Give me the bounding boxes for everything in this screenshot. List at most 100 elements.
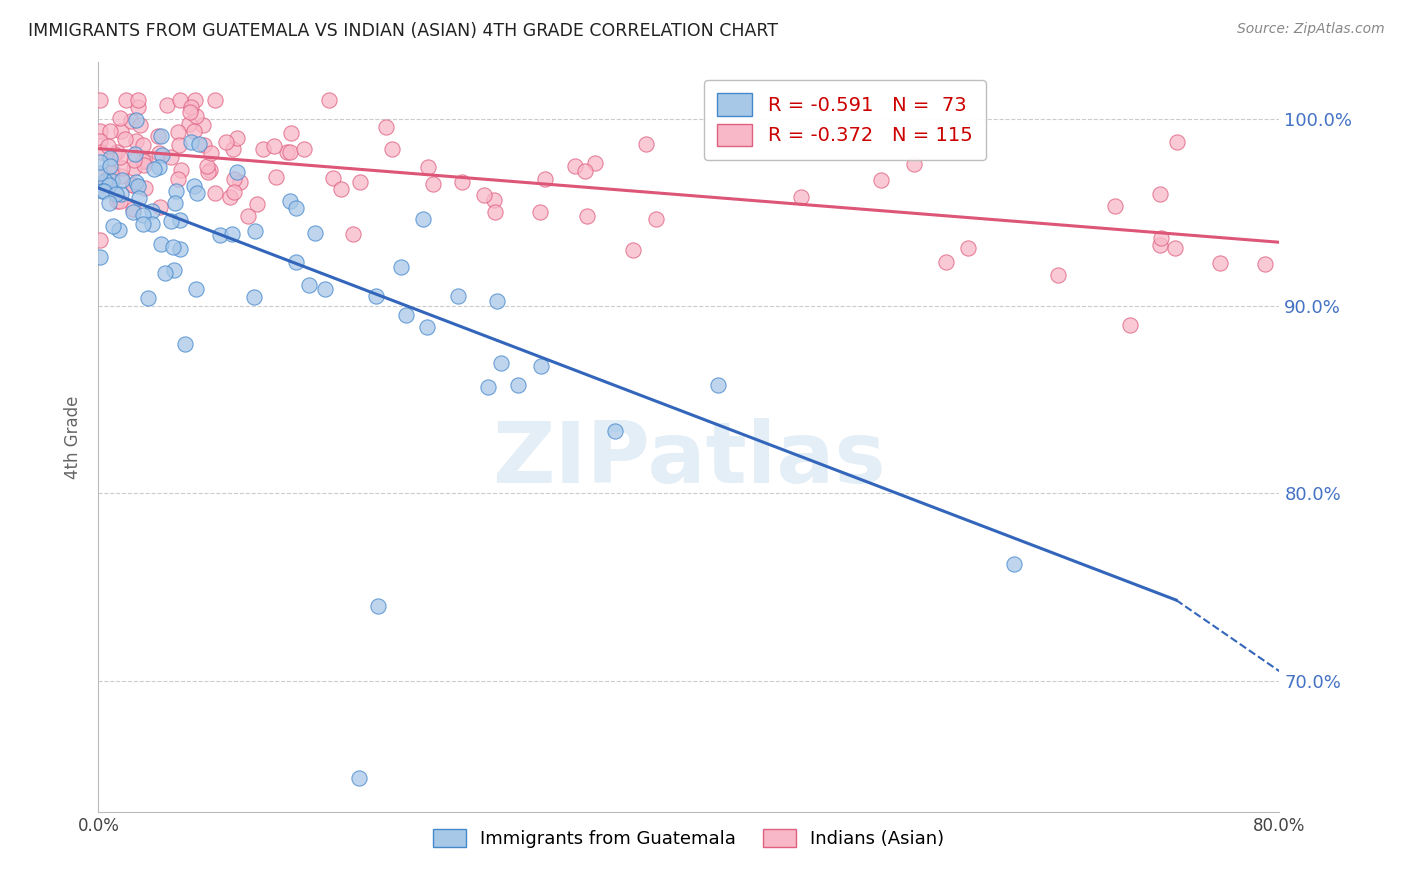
Point	[367, 599, 389, 613]
Y-axis label: 4th Grade: 4th Grade	[65, 395, 83, 479]
Point	[134, 153, 156, 168]
Point	[163, 263, 186, 277]
Point	[564, 159, 586, 173]
Point	[484, 193, 506, 207]
Point	[389, 260, 412, 274]
Point	[94, 174, 117, 188]
Point	[100, 166, 122, 180]
Point	[243, 224, 266, 238]
Point	[169, 93, 191, 107]
Point	[125, 113, 148, 128]
Point	[111, 161, 134, 175]
Point	[789, 190, 811, 204]
Point	[284, 202, 307, 216]
Point	[204, 186, 226, 201]
Point	[165, 196, 187, 211]
Point	[89, 233, 111, 247]
Point	[90, 145, 112, 160]
Point	[177, 117, 200, 131]
Point	[121, 202, 143, 216]
Point	[903, 157, 925, 171]
Point	[422, 178, 444, 192]
Point	[322, 171, 344, 186]
Point	[1150, 230, 1173, 244]
Point	[956, 241, 979, 255]
Point	[98, 159, 121, 173]
Point	[264, 169, 287, 184]
Point	[167, 172, 190, 186]
Point	[127, 93, 149, 107]
Point	[224, 185, 246, 199]
Point	[110, 186, 132, 201]
Point	[278, 145, 301, 159]
Point	[108, 112, 131, 126]
Point	[128, 191, 150, 205]
Point	[349, 771, 371, 785]
Point	[215, 135, 238, 149]
Point	[1002, 558, 1025, 572]
Point	[162, 240, 184, 254]
Point	[416, 160, 439, 174]
Point	[93, 178, 115, 193]
Point	[1209, 256, 1232, 270]
Point	[280, 126, 302, 140]
Point	[195, 159, 218, 173]
Point	[605, 424, 627, 438]
Point	[193, 137, 215, 152]
Point	[506, 378, 529, 392]
Point	[98, 178, 121, 193]
Point	[105, 145, 128, 160]
Point	[219, 190, 242, 204]
Point	[486, 293, 509, 308]
Point	[167, 138, 190, 153]
Point	[229, 175, 252, 189]
Point	[330, 182, 353, 196]
Point	[198, 163, 221, 178]
Point	[167, 125, 190, 139]
Point	[111, 173, 134, 187]
Point	[89, 168, 111, 182]
Point	[935, 255, 957, 269]
Point	[184, 109, 207, 123]
Point	[381, 142, 404, 156]
Point	[159, 150, 181, 164]
Point	[108, 150, 131, 164]
Point	[134, 158, 156, 172]
Point	[101, 174, 124, 188]
Point	[197, 165, 219, 179]
Point	[124, 175, 146, 189]
Point	[103, 147, 125, 161]
Point	[156, 98, 179, 112]
Point	[132, 217, 155, 231]
Point	[447, 289, 470, 303]
Point	[89, 124, 111, 138]
Point	[101, 164, 124, 178]
Point	[304, 226, 326, 240]
Point	[169, 242, 191, 256]
Point	[180, 99, 202, 113]
Point	[98, 173, 121, 187]
Point	[160, 214, 183, 228]
Point	[89, 93, 111, 107]
Point	[226, 131, 249, 145]
Text: ZIPatlas: ZIPatlas	[492, 418, 886, 501]
Point	[1104, 199, 1126, 213]
Point	[1149, 237, 1171, 252]
Point	[222, 142, 245, 156]
Point	[110, 169, 132, 184]
Point	[149, 128, 172, 143]
Point	[236, 209, 259, 223]
Point	[484, 205, 506, 219]
Point	[298, 278, 321, 293]
Point	[122, 178, 145, 192]
Point	[136, 291, 159, 305]
Point	[870, 172, 893, 186]
Point	[90, 184, 112, 198]
Point	[108, 194, 131, 208]
Point	[174, 336, 197, 351]
Point	[1119, 318, 1142, 332]
Point	[150, 147, 173, 161]
Point	[280, 194, 302, 208]
Point	[451, 175, 474, 189]
Point	[89, 165, 111, 179]
